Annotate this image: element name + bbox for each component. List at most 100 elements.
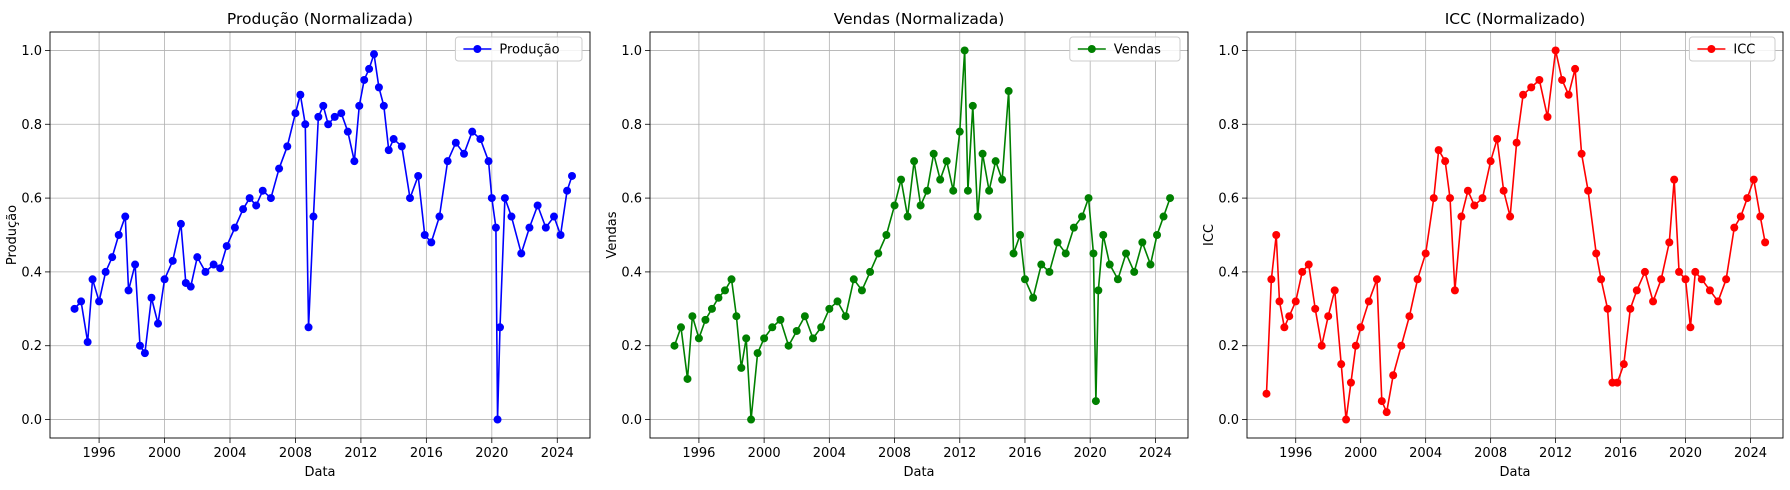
data-point	[563, 186, 572, 195]
data-point	[443, 157, 452, 166]
data-point	[160, 275, 169, 284]
data-point	[1130, 267, 1139, 276]
data-point	[753, 349, 762, 358]
data-point	[507, 212, 516, 221]
data-point	[291, 109, 300, 118]
data-point	[1640, 267, 1649, 276]
data-point	[1506, 212, 1515, 221]
data-point	[1091, 397, 1100, 406]
data-point	[1446, 194, 1455, 203]
legend-marker	[473, 45, 482, 53]
data-point	[849, 275, 858, 284]
data-point	[1736, 212, 1745, 221]
data-point	[1280, 323, 1289, 332]
data-point	[1053, 238, 1062, 247]
data-point	[216, 264, 225, 273]
data-point	[1519, 90, 1528, 99]
data-point	[942, 157, 951, 166]
data-point	[330, 112, 339, 121]
data-point	[866, 267, 875, 276]
data-point	[1372, 275, 1381, 284]
data-point	[201, 267, 210, 276]
data-point	[1493, 135, 1502, 144]
data-point	[525, 223, 534, 232]
data-point	[1275, 297, 1284, 306]
data-point	[420, 231, 429, 239]
data-point	[1016, 231, 1025, 239]
data-point	[1722, 275, 1731, 284]
data-point	[1675, 267, 1684, 276]
legend: Produção	[454, 36, 583, 62]
data-point	[350, 157, 359, 166]
x-tick-label: 2024	[541, 446, 574, 461]
data-point	[1564, 90, 1573, 99]
y-tick-label: 0.6	[621, 192, 642, 207]
grid	[650, 32, 1188, 438]
data-point	[258, 186, 267, 195]
data-point	[732, 312, 741, 321]
legend-box	[1069, 36, 1181, 62]
data-point	[193, 253, 202, 262]
data-point	[1004, 87, 1013, 96]
data-point	[963, 186, 972, 195]
data-point	[324, 120, 333, 129]
y-tick-label: 0.6	[21, 192, 42, 207]
x-tick-label: 2004	[213, 446, 246, 461]
data-point	[1527, 83, 1536, 92]
data-point	[910, 157, 919, 166]
x-tick-label: 2004	[1409, 446, 1442, 461]
data-point	[1298, 267, 1307, 276]
data-point	[978, 149, 987, 158]
x-tick-label: 2012	[943, 446, 976, 461]
data-point	[1697, 275, 1706, 284]
x-tick-label: 2020	[1669, 446, 1702, 461]
data-point	[1761, 238, 1770, 247]
data-point	[266, 194, 275, 203]
legend: ICC	[1688, 36, 1776, 62]
data-point	[1037, 260, 1046, 269]
data-point	[1681, 275, 1690, 284]
data-point	[1632, 286, 1641, 295]
data-point	[1069, 223, 1078, 232]
data-point	[389, 135, 398, 144]
x-tick-label: 2008	[878, 446, 911, 461]
x-tick-label: 2000	[148, 446, 181, 461]
data-point	[720, 286, 729, 295]
data-point	[83, 338, 92, 347]
data-point	[1084, 194, 1093, 203]
data-point	[1441, 157, 1450, 166]
y-tick-label: 0.0	[21, 413, 42, 428]
data-point	[768, 323, 777, 332]
data-point	[406, 194, 414, 203]
data-point	[1346, 378, 1355, 387]
data-point	[809, 334, 818, 343]
y-tick-label: 0.0	[621, 413, 642, 428]
y-tick-label: 1.0	[621, 44, 642, 59]
x-tick-label: 2004	[813, 446, 846, 461]
data-point	[1470, 201, 1479, 210]
x-axis-label: Data	[304, 465, 335, 480]
data-point	[121, 212, 130, 221]
data-point	[1317, 341, 1326, 350]
x-tick-label: 1996	[682, 446, 715, 461]
data-point	[343, 127, 352, 136]
data-point	[1756, 212, 1765, 221]
data-point	[1356, 323, 1365, 332]
data-point	[1304, 260, 1313, 269]
data-point	[890, 201, 899, 210]
data-point	[1061, 249, 1070, 258]
data-point	[1670, 175, 1679, 184]
data-point	[949, 186, 958, 195]
data-point	[1089, 249, 1098, 258]
data-point	[541, 223, 550, 232]
data-point	[1429, 194, 1438, 203]
data-point	[384, 146, 393, 155]
y-tick-label: 1.0	[21, 44, 42, 59]
data-point	[683, 374, 692, 383]
x-tick-label: 2020	[1074, 446, 1107, 461]
data-point	[1686, 323, 1695, 332]
data-point	[1463, 186, 1472, 195]
data-point	[460, 149, 468, 158]
data-point	[670, 341, 679, 350]
data-point	[1749, 175, 1758, 184]
